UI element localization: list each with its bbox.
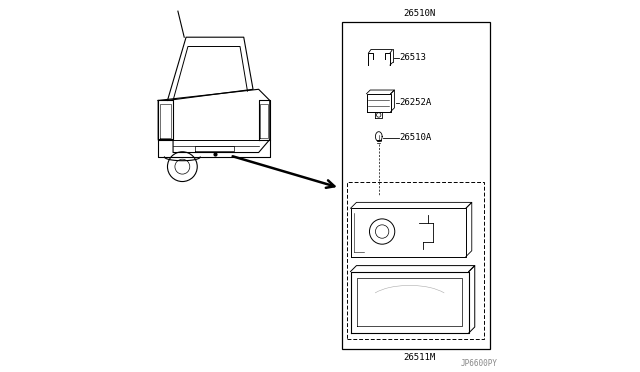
Text: 26511M: 26511M (404, 353, 436, 362)
Text: 26252A: 26252A (399, 98, 432, 107)
Text: 26513: 26513 (399, 54, 426, 62)
Text: 26510N: 26510N (404, 9, 436, 18)
Text: JP6600PY: JP6600PY (461, 359, 498, 368)
Bar (347, 182, 484, 339)
Text: 26510A: 26510A (399, 133, 432, 142)
Bar (342, 22, 490, 349)
